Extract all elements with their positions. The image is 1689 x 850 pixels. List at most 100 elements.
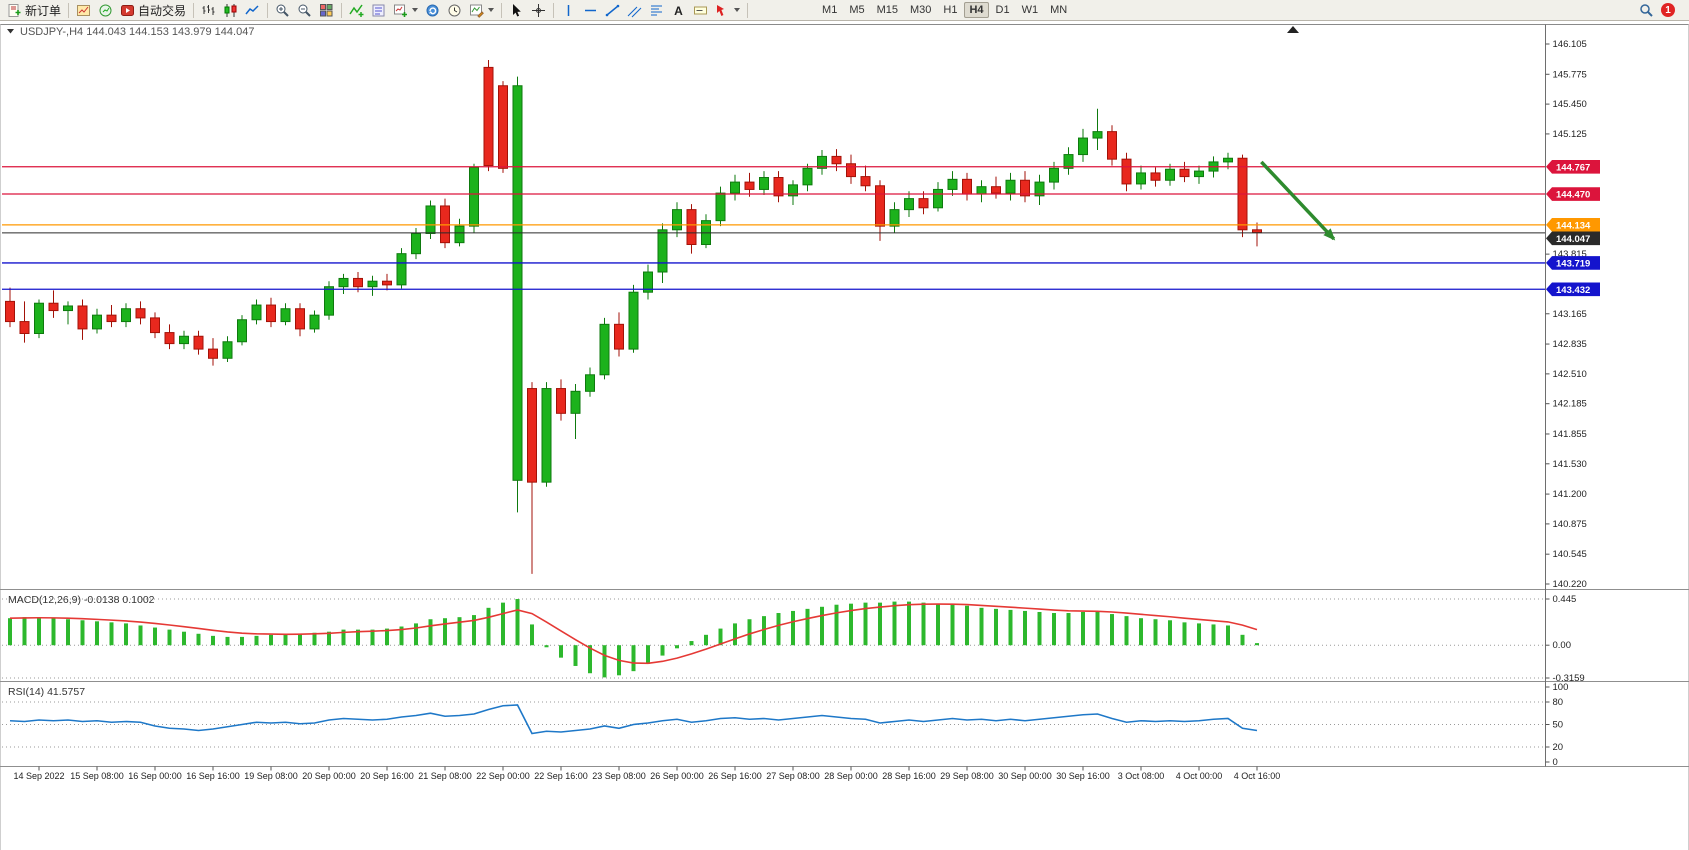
- trend-arrow-annotation: [1260, 160, 1336, 241]
- svg-text:20: 20: [1553, 742, 1564, 753]
- timeframe-d1-button[interactable]: D1: [995, 4, 1010, 16]
- svg-text:14 Sep 2022: 14 Sep 2022: [13, 771, 64, 781]
- auto-trading-label: 自动交易: [138, 3, 187, 18]
- chart-window: USDJPY-,H4 144.043 144.153 143.979 144.0…: [0, 21, 1689, 850]
- price-axis-badges: 144.767 144.470 144.134 144.047 143.719 143.4…: [1546, 159, 1600, 297]
- vertical-line-tool-button[interactable]: [558, 1, 579, 19]
- main-toolbar: 新订单 自动交易: [0, 0, 1689, 21]
- svg-text:20 Sep 16:00: 20 Sep 16:00: [360, 771, 414, 781]
- svg-text:-0.3159: -0.3159: [1553, 673, 1585, 684]
- timeframe-mn-button[interactable]: MN: [1050, 4, 1068, 16]
- panel-separators: [0, 589, 1689, 767]
- svg-text:143.432: 143.432: [1556, 285, 1590, 296]
- crosshair-icon: [532, 3, 546, 17]
- rsi-panel: RSI(14) 41.5757: [2, 686, 1545, 748]
- templates-button[interactable]: [368, 1, 389, 19]
- arrows-tool-button[interactable]: [712, 1, 743, 19]
- indicators-button[interactable]: [346, 1, 367, 19]
- clock-button[interactable]: [444, 1, 465, 19]
- fibonacci-tool-button[interactable]: [646, 1, 667, 19]
- vertical-line-icon: [567, 4, 570, 16]
- svg-text:140.545: 140.545: [1553, 549, 1587, 560]
- line-chart-button[interactable]: [242, 1, 263, 19]
- price-axis: 146.105 145.775 145.450 145.125 143.815 143.1…: [1545, 24, 1587, 768]
- tile-windows-button[interactable]: [316, 1, 337, 19]
- svg-text:4 Oct 00:00: 4 Oct 00:00: [1176, 771, 1223, 781]
- refresh-button[interactable]: [422, 1, 443, 19]
- svg-text:144.047: 144.047: [1556, 234, 1590, 245]
- svg-text:29 Sep 08:00: 29 Sep 08:00: [940, 771, 994, 781]
- toolbar-right-group: 1: [1639, 3, 1685, 18]
- fibonacci-icon: [651, 5, 663, 15]
- price-levels: [2, 166, 1545, 290]
- timeframe-m30-button[interactable]: M30: [910, 4, 932, 16]
- line-chart-icon: [245, 4, 259, 14]
- auto-trading-button[interactable]: 自动交易: [117, 1, 189, 19]
- time-axis: 14 Sep 2022 15 Sep 08:00 16 Sep 00:00 16 Se…: [13, 766, 1280, 781]
- svg-text:50: 50: [1553, 720, 1564, 731]
- bar-chart-button[interactable]: [198, 1, 219, 19]
- templates-icon: [372, 4, 385, 16]
- new-order-icon: [8, 3, 21, 17]
- svg-text:143.165: 143.165: [1553, 309, 1587, 320]
- timeframe-m5-button[interactable]: M5: [849, 4, 865, 16]
- svg-text:A: A: [674, 4, 683, 18]
- svg-text:143.719: 143.719: [1556, 258, 1590, 269]
- horizontal-line-icon: [585, 9, 597, 11]
- timeframe-w1-button[interactable]: W1: [1021, 4, 1039, 16]
- svg-text:30 Sep 00:00: 30 Sep 00:00: [998, 771, 1052, 781]
- svg-text:USDJPY-,H4 144.043 144.153 14: USDJPY-,H4 144.043 144.153 143.979 144.0…: [20, 26, 254, 38]
- svg-text:142.510: 142.510: [1553, 369, 1587, 380]
- text-tool-icon: A: [674, 4, 683, 18]
- label-tool-button[interactable]: [690, 1, 711, 19]
- timeframe-m15-button[interactable]: M15: [876, 4, 898, 16]
- new-order-button[interactable]: 新订单: [4, 1, 64, 19]
- chart-title: USDJPY-,H4 144.043 144.153 143.979 144.0…: [7, 26, 1299, 38]
- chart-collapse-icon: [7, 29, 14, 34]
- clock-icon: [448, 4, 461, 16]
- toolbar-separator: [553, 2, 555, 18]
- toolbar-separator: [68, 2, 70, 18]
- horizontal-line-tool-button[interactable]: [580, 1, 601, 19]
- candlestick-chart-button[interactable]: [220, 1, 241, 19]
- crosshair-button[interactable]: [528, 1, 549, 19]
- dropdown-caret-icon: [412, 8, 419, 12]
- price-badge: [1546, 256, 1600, 270]
- tile-windows-icon: [320, 3, 333, 16]
- charts-window-button[interactable]: [73, 1, 94, 19]
- text-label-icon: [694, 6, 708, 14]
- cursor-button[interactable]: [506, 1, 527, 19]
- timeframe-m1-button[interactable]: M1: [822, 4, 838, 16]
- new-order-label: 新订单: [25, 3, 62, 18]
- auto-trading-icon: [121, 4, 135, 16]
- svg-text:80: 80: [1553, 697, 1564, 708]
- toolbar-separator: [341, 2, 343, 18]
- svg-text:146.105: 146.105: [1553, 39, 1587, 50]
- search-icon[interactable]: [1639, 3, 1654, 18]
- text-tool-button[interactable]: A: [668, 1, 689, 19]
- equidistant-channel-icon: [627, 6, 642, 17]
- market-watch-icon: [99, 4, 112, 16]
- candlestick-icon: [224, 3, 237, 17]
- candlestick-series: [5, 60, 1262, 574]
- rsi-label: RSI(14) 41.5757: [8, 686, 85, 698]
- arrow-objects-icon: [717, 4, 725, 16]
- chart-properties-button[interactable]: [466, 1, 497, 19]
- svg-text:16 Sep 00:00: 16 Sep 00:00: [128, 771, 182, 781]
- chart-canvas[interactable]: USDJPY-,H4 144.043 144.153 143.979 144.0…: [0, 21, 1689, 850]
- zoom-out-button[interactable]: [294, 1, 315, 19]
- svg-text:26 Sep 00:00: 26 Sep 00:00: [650, 771, 704, 781]
- svg-text:140.875: 140.875: [1553, 519, 1587, 530]
- market-watch-button[interactable]: [95, 1, 116, 19]
- channel-tool-button[interactable]: [624, 1, 645, 19]
- svg-text:30 Sep 16:00: 30 Sep 16:00: [1056, 771, 1110, 781]
- timeframe-h1-button[interactable]: H1: [943, 4, 958, 16]
- zoom-in-button[interactable]: [272, 1, 293, 19]
- timeframe-h4-button[interactable]: H4: [964, 2, 989, 18]
- svg-text:0.00: 0.00: [1553, 640, 1572, 651]
- notification-badge[interactable]: 1: [1661, 3, 1675, 17]
- trendline-tool-button[interactable]: [602, 1, 623, 19]
- new-chart-button[interactable]: [390, 1, 421, 19]
- new-chart-icon: [394, 4, 408, 17]
- chart-window-icon: [77, 4, 91, 16]
